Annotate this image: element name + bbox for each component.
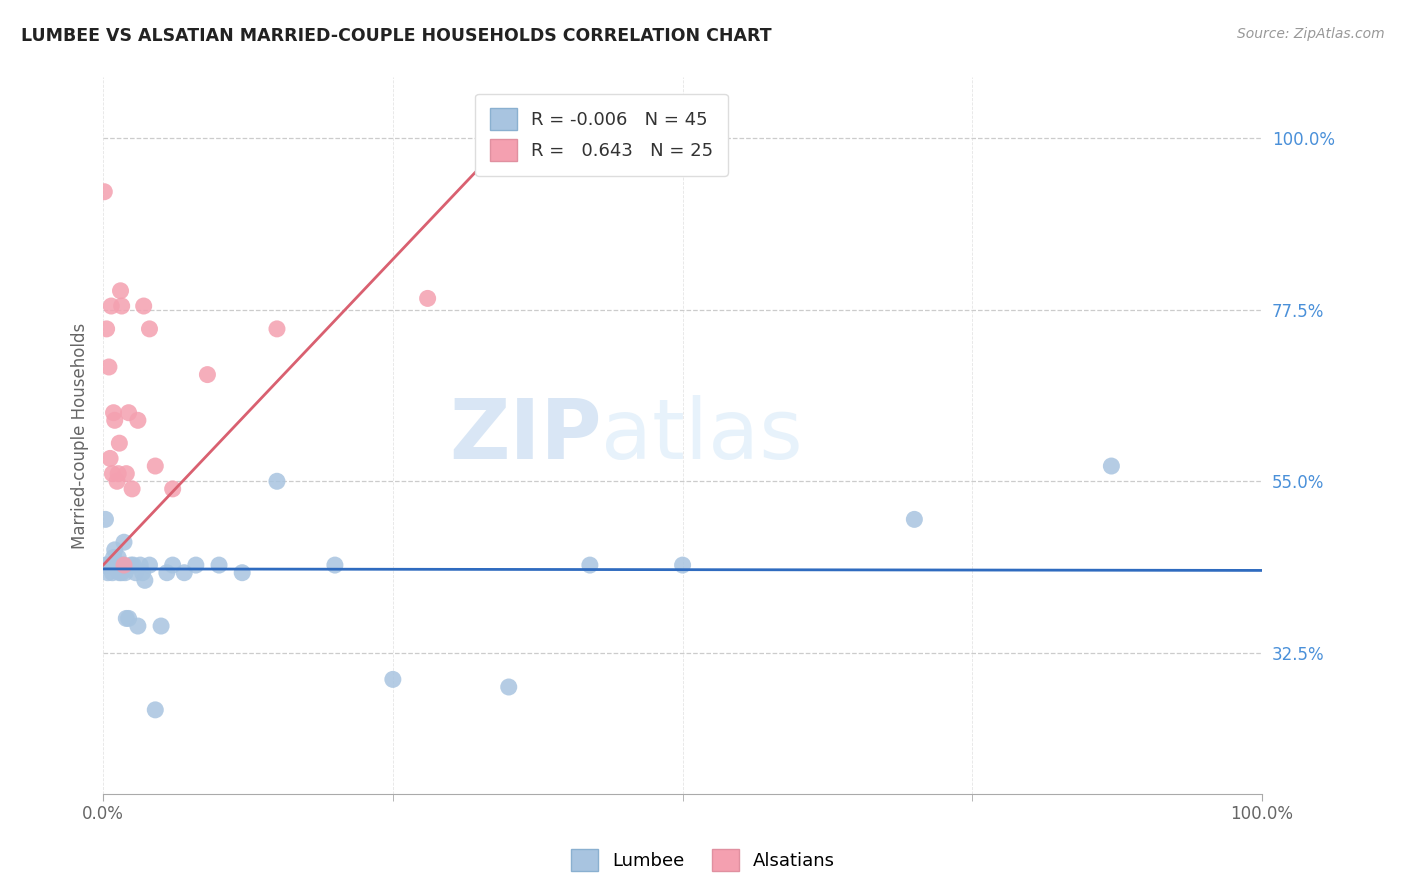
Point bbox=[381, 673, 404, 687]
Point bbox=[111, 299, 134, 313]
Point bbox=[122, 558, 145, 573]
Point bbox=[93, 558, 115, 573]
Point bbox=[105, 558, 128, 573]
Point bbox=[162, 558, 184, 573]
Legend: R = -0.006   N = 45, R =   0.643   N = 25: R = -0.006 N = 45, R = 0.643 N = 25 bbox=[475, 94, 728, 176]
Point bbox=[143, 458, 166, 473]
Point bbox=[115, 467, 138, 481]
Point bbox=[138, 322, 160, 336]
Point bbox=[111, 566, 134, 580]
Point bbox=[93, 185, 115, 199]
Point bbox=[903, 512, 925, 526]
Point bbox=[115, 611, 138, 625]
Point bbox=[97, 558, 120, 573]
Text: Source: ZipAtlas.com: Source: ZipAtlas.com bbox=[1237, 27, 1385, 41]
Point bbox=[117, 406, 139, 420]
Point bbox=[134, 574, 156, 588]
Point bbox=[94, 512, 117, 526]
Point bbox=[120, 558, 142, 573]
Point bbox=[98, 451, 121, 466]
Point bbox=[498, 680, 520, 694]
Point bbox=[107, 467, 129, 481]
Point bbox=[103, 406, 125, 420]
Point bbox=[105, 475, 128, 489]
Point bbox=[108, 436, 131, 450]
Point bbox=[231, 566, 253, 580]
Point bbox=[121, 482, 143, 496]
Point bbox=[97, 359, 120, 374]
Point bbox=[132, 299, 155, 313]
Point bbox=[184, 558, 207, 573]
Point bbox=[127, 413, 149, 427]
Point bbox=[266, 322, 288, 336]
Point bbox=[266, 475, 288, 489]
Point bbox=[100, 558, 122, 573]
Point bbox=[131, 566, 153, 580]
Y-axis label: Married-couple Households: Married-couple Households bbox=[72, 322, 89, 549]
Point bbox=[100, 299, 122, 313]
Point bbox=[101, 467, 124, 481]
Point bbox=[110, 284, 132, 298]
Point bbox=[110, 558, 132, 573]
Point bbox=[124, 566, 146, 580]
Legend: Lumbee, Alsatians: Lumbee, Alsatians bbox=[564, 842, 842, 879]
Point bbox=[111, 558, 134, 573]
Point bbox=[143, 703, 166, 717]
Point bbox=[97, 566, 120, 580]
Point bbox=[129, 558, 152, 573]
Point bbox=[208, 558, 231, 573]
Point bbox=[138, 558, 160, 573]
Point bbox=[96, 322, 118, 336]
Point bbox=[156, 566, 179, 580]
Point bbox=[579, 558, 602, 573]
Point bbox=[323, 558, 346, 573]
Point bbox=[103, 550, 125, 565]
Point bbox=[114, 566, 136, 580]
Point bbox=[98, 558, 121, 573]
Point bbox=[112, 535, 135, 549]
Point bbox=[107, 550, 129, 565]
Point bbox=[108, 566, 131, 580]
Text: ZIP: ZIP bbox=[449, 395, 602, 476]
Point bbox=[1099, 458, 1122, 473]
Point bbox=[150, 619, 173, 633]
Text: LUMBEE VS ALSATIAN MARRIED-COUPLE HOUSEHOLDS CORRELATION CHART: LUMBEE VS ALSATIAN MARRIED-COUPLE HOUSEH… bbox=[21, 27, 772, 45]
Point bbox=[416, 292, 439, 306]
Point bbox=[96, 558, 118, 573]
Point bbox=[104, 542, 127, 557]
Text: atlas: atlas bbox=[602, 395, 803, 476]
Point bbox=[117, 611, 139, 625]
Point bbox=[197, 368, 219, 382]
Point bbox=[127, 619, 149, 633]
Point bbox=[101, 566, 124, 580]
Point bbox=[104, 413, 127, 427]
Point bbox=[104, 558, 127, 573]
Point bbox=[671, 558, 693, 573]
Point bbox=[162, 482, 184, 496]
Point bbox=[173, 566, 195, 580]
Point bbox=[112, 558, 135, 573]
